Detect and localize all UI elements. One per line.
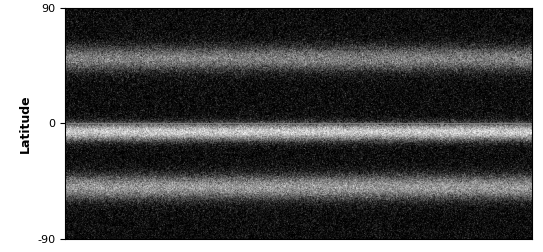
Y-axis label: Latitude: Latitude [19,94,31,153]
